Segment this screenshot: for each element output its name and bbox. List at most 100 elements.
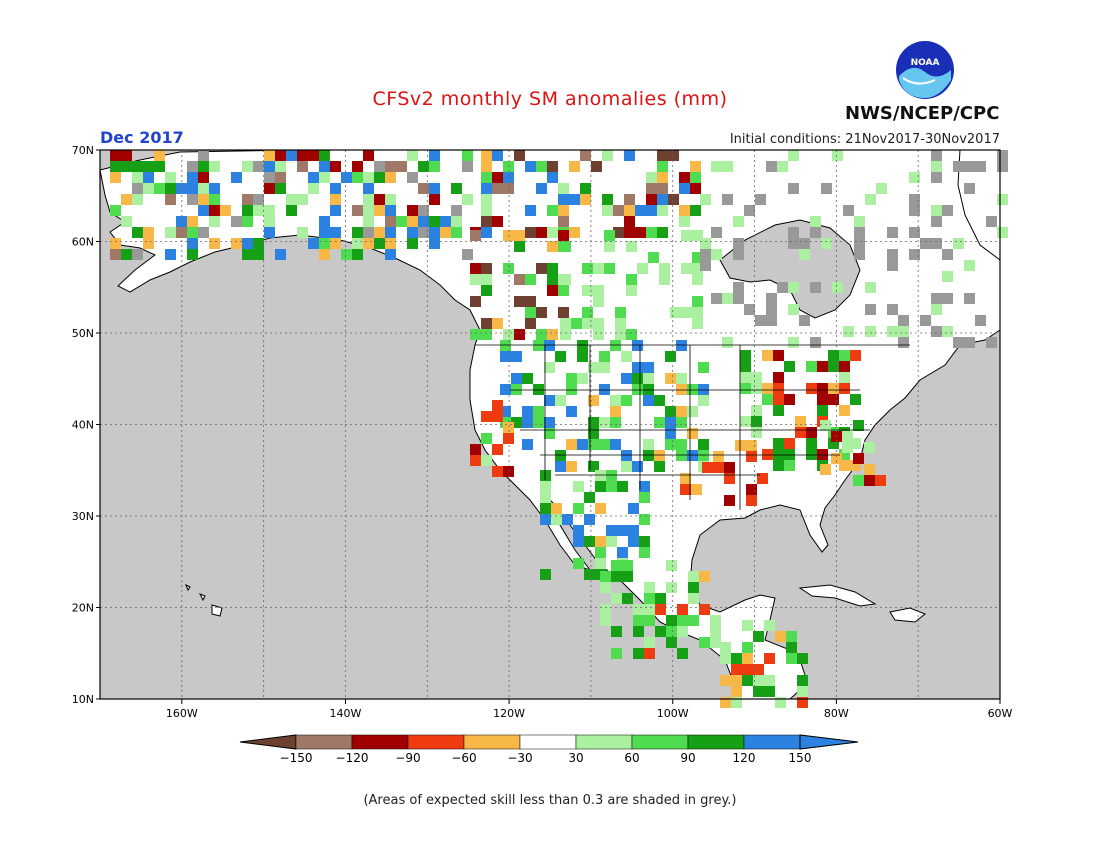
anomaly-cell bbox=[666, 560, 677, 571]
anomaly-cell bbox=[525, 274, 536, 285]
anomaly-cell bbox=[677, 604, 688, 615]
anomaly-cell bbox=[418, 216, 429, 227]
anomaly-cell bbox=[764, 675, 775, 686]
anomaly-cell bbox=[132, 249, 143, 260]
anomaly-cell bbox=[209, 194, 220, 205]
anomaly-cell bbox=[751, 405, 762, 416]
anomaly-cell bbox=[997, 227, 1008, 238]
anomaly-cell bbox=[753, 686, 764, 697]
anomaly-cell bbox=[688, 615, 699, 626]
anomaly-cell bbox=[525, 307, 536, 318]
anomaly-cell bbox=[666, 582, 677, 593]
anomaly-cell bbox=[753, 631, 764, 642]
anomaly-cell bbox=[555, 450, 566, 461]
anomaly-cell bbox=[481, 329, 492, 340]
anomaly-cell bbox=[242, 216, 253, 227]
anomaly-cell bbox=[773, 350, 784, 361]
anomaly-cell bbox=[481, 455, 492, 466]
anomaly-cell bbox=[429, 161, 440, 172]
anomaly-cell bbox=[511, 417, 522, 428]
anomaly-cell bbox=[665, 428, 676, 439]
anomaly-cell bbox=[622, 560, 633, 571]
anomaly-cell bbox=[909, 249, 920, 260]
anomaly-cell bbox=[566, 439, 577, 450]
anomaly-cell bbox=[577, 340, 588, 351]
anomaly-cell bbox=[692, 252, 703, 263]
anomaly-cell bbox=[854, 227, 865, 238]
anomaly-cell bbox=[657, 150, 668, 161]
anomaly-cell bbox=[657, 161, 668, 172]
latitude-label: 40N bbox=[72, 419, 94, 432]
anomaly-cell bbox=[606, 525, 617, 536]
anomaly-cell bbox=[646, 183, 657, 194]
anomaly-cell bbox=[953, 161, 964, 172]
anomaly-cell bbox=[692, 263, 703, 274]
anomaly-cell bbox=[724, 462, 735, 473]
anomaly-cell bbox=[633, 626, 644, 637]
anomaly-cell bbox=[610, 417, 621, 428]
anomaly-cell bbox=[676, 340, 687, 351]
anomaly-cell bbox=[920, 238, 931, 249]
anomaly-cell bbox=[617, 525, 628, 536]
anomaly-cell bbox=[632, 384, 643, 395]
anomaly-cell bbox=[773, 460, 784, 471]
anomaly-cell bbox=[735, 440, 746, 451]
anomaly-cell bbox=[522, 439, 533, 450]
anomaly-cell bbox=[964, 260, 975, 271]
anomaly-cell bbox=[580, 150, 591, 161]
anomaly-cell bbox=[842, 431, 853, 442]
anomaly-cell bbox=[231, 172, 242, 183]
anomaly-cell bbox=[143, 238, 154, 249]
anomaly-cell bbox=[839, 372, 850, 383]
anomaly-cell bbox=[525, 161, 536, 172]
anomaly-cell bbox=[624, 216, 635, 227]
anomaly-cell bbox=[385, 172, 396, 183]
anomaly-cell bbox=[525, 318, 536, 329]
anomaly-cell bbox=[555, 351, 566, 362]
anomaly-cell bbox=[762, 394, 773, 405]
anomaly-cell bbox=[666, 637, 677, 648]
anomaly-cell bbox=[319, 249, 330, 260]
anomaly-cell bbox=[733, 216, 744, 227]
anomaly-cell bbox=[595, 470, 606, 481]
anomaly-cell bbox=[646, 172, 657, 183]
anomaly-cell bbox=[275, 249, 286, 260]
anomaly-cell bbox=[775, 697, 786, 708]
anomaly-cell bbox=[700, 260, 711, 271]
anomaly-cell bbox=[544, 428, 555, 439]
anomaly-cell bbox=[591, 161, 602, 172]
anomaly-cell bbox=[110, 238, 121, 249]
anomaly-cell bbox=[547, 263, 558, 274]
anomaly-cell bbox=[676, 417, 687, 428]
anomaly-cell bbox=[231, 238, 242, 249]
anomaly-cell bbox=[522, 373, 533, 384]
anomaly-cell bbox=[839, 449, 850, 460]
anomaly-cell bbox=[588, 428, 599, 439]
anomaly-cell bbox=[643, 373, 654, 384]
anomaly-cell bbox=[593, 263, 604, 274]
anomaly-cell bbox=[407, 172, 418, 183]
anomaly-cell bbox=[470, 274, 481, 285]
anomaly-cell bbox=[611, 593, 622, 604]
anomaly-cell bbox=[187, 183, 198, 194]
anomaly-cell bbox=[626, 241, 637, 252]
colorbar-box bbox=[631, 734, 689, 750]
anomaly-cell bbox=[198, 194, 209, 205]
anomaly-cell bbox=[611, 560, 622, 571]
anomaly-cell bbox=[676, 373, 687, 384]
anomaly-cell bbox=[777, 161, 788, 172]
anomaly-cell bbox=[253, 161, 264, 172]
anomaly-cell bbox=[352, 161, 363, 172]
anomaly-cell bbox=[786, 642, 797, 653]
anomaly-cell bbox=[275, 183, 286, 194]
anomaly-cell bbox=[644, 637, 655, 648]
anomaly-cell bbox=[121, 194, 132, 205]
anomaly-cell bbox=[481, 161, 492, 172]
anomaly-cell bbox=[308, 183, 319, 194]
noaa-logo-icon: NOAA bbox=[896, 41, 954, 99]
anomaly-cell bbox=[319, 216, 330, 227]
anomaly-cell bbox=[909, 172, 920, 183]
anomaly-cell bbox=[503, 230, 514, 241]
anomaly-cell bbox=[621, 395, 632, 406]
anomaly-cell bbox=[740, 361, 751, 372]
